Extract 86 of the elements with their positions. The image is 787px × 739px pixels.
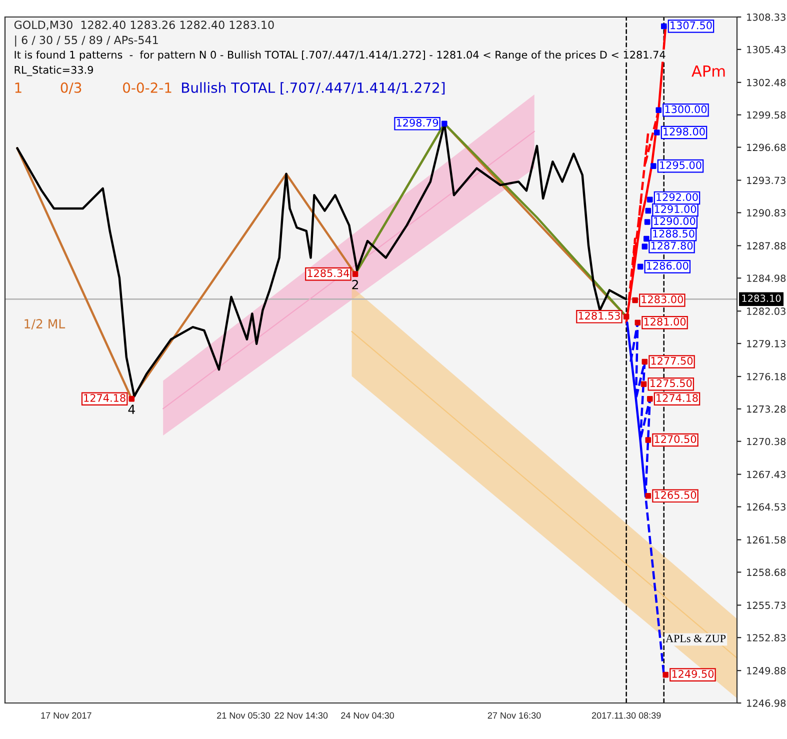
point <box>645 437 652 443</box>
y-tick-label: 1296.68 <box>747 144 786 152</box>
annotation: 4 <box>128 404 135 414</box>
point <box>644 236 650 242</box>
data-label: 1300.00 <box>665 105 707 114</box>
y-tick-label: 1267.43 <box>747 470 786 478</box>
point <box>640 381 647 387</box>
data-label: 1287.80 <box>651 242 693 250</box>
point <box>662 672 669 678</box>
y-tick-label: 1264.53 <box>747 503 786 511</box>
data-label: 1277.50 <box>651 356 693 365</box>
ref-line-label: 1283.10 <box>742 294 781 302</box>
data-label: 1275.50 <box>650 379 692 388</box>
point <box>623 314 630 320</box>
data-label: 1288.50 <box>653 230 694 238</box>
data-label: 1295.00 <box>660 161 702 170</box>
annotation: RL_Static=33.9 <box>14 66 94 76</box>
data-label: 1283.00 <box>642 295 683 304</box>
point <box>647 196 653 202</box>
x-tick-label: 2017.11.30 08:39 <box>592 712 661 719</box>
x-tick-label: 22 Nov 14:30 <box>274 712 328 719</box>
point <box>650 163 656 169</box>
annotation: 1 <box>15 82 22 93</box>
data-label: 1290.00 <box>654 217 696 225</box>
y-tick-label: 1261.58 <box>747 536 786 544</box>
point <box>642 244 648 250</box>
data-label: 1286.00 <box>647 262 688 270</box>
y-tick-label: 1246.98 <box>747 699 786 707</box>
annotation: 2 <box>352 280 358 290</box>
y-tick-label: 1302.48 <box>747 78 786 86</box>
y-tick-label: 1308.33 <box>747 13 786 21</box>
data-label: 1298.79 <box>396 118 438 127</box>
data-label: 1281.53 <box>578 312 620 320</box>
data-label: 1274.18 <box>84 394 126 402</box>
annotation: 1/2 ML <box>24 319 66 330</box>
data-label: 1270.50 <box>654 435 696 444</box>
data-label: 1285.34 <box>308 269 350 278</box>
x-tick-label: 21 Nov 05:30 <box>217 712 270 719</box>
data-label: 1281.00 <box>644 318 686 326</box>
annotation: APm <box>692 65 725 77</box>
data-label: 1265.50 <box>654 491 696 499</box>
annotation: 0-0-2-1 <box>123 82 172 93</box>
point <box>352 271 358 277</box>
point <box>654 130 660 136</box>
y-tick-label: 1299.58 <box>747 111 786 119</box>
y-tick-label: 1276.18 <box>747 372 786 380</box>
x-tick-label: 17 Nov 2017 <box>41 712 92 719</box>
y-tick-label: 1255.73 <box>747 602 786 609</box>
point <box>645 208 652 214</box>
data-label: 1291.00 <box>654 205 696 213</box>
x-tick-label: 24 Nov 04:30 <box>341 712 394 719</box>
y-tick-label: 1279.13 <box>747 340 786 348</box>
y-tick-label: 1293.73 <box>747 176 786 184</box>
point <box>660 23 667 30</box>
y-tick-label: 1252.83 <box>747 634 786 642</box>
data-label: 1274.18 <box>656 394 698 402</box>
point <box>637 264 644 270</box>
point <box>647 396 653 402</box>
y-tick-label: 1282.03 <box>747 308 786 315</box>
y-tick-label: 1270.38 <box>747 438 786 446</box>
annotation: It is found 1 patterns - for pattern N 0 - Bullish TOTAL [.707/.447/1.414/1.272] - 1281.04 < Range of the prices D < 1281.74 <box>14 50 666 61</box>
point <box>645 493 652 499</box>
annotation: 0/3 <box>60 82 82 94</box>
text: | 6 / 30 / 55 / 89 / APs-541 <box>15 36 158 47</box>
y-tick-label: 1290.83 <box>747 209 786 217</box>
point <box>632 297 638 304</box>
x-tick-label: 27 Nov 16:30 <box>488 712 541 719</box>
point <box>441 120 448 127</box>
annotation: Bullish TOTAL [.707/.447/1.414/1.272] <box>182 82 445 95</box>
point <box>642 358 648 365</box>
y-tick-label: 1249.88 <box>747 667 786 674</box>
chart-title: GOLD,M30 1282.40 1283.26 1282.40 1283.10 <box>14 20 274 30</box>
point <box>644 219 650 225</box>
y-tick-label: 1284.98 <box>747 274 786 282</box>
data-label: 1249.50 <box>672 670 714 678</box>
data-label: 1307.50 <box>670 21 712 30</box>
y-tick-label: 1273.28 <box>747 405 786 413</box>
y-tick-label: 1305.43 <box>747 46 786 54</box>
y-tick-label: 1258.68 <box>747 568 786 576</box>
annotation: APLs & ZUP <box>666 634 726 642</box>
data-label: 1292.00 <box>656 193 698 201</box>
point <box>656 107 662 114</box>
point <box>128 396 135 402</box>
data-label: 1298.00 <box>664 128 705 136</box>
y-tick-label: 1287.88 <box>747 242 786 250</box>
point <box>634 320 641 326</box>
